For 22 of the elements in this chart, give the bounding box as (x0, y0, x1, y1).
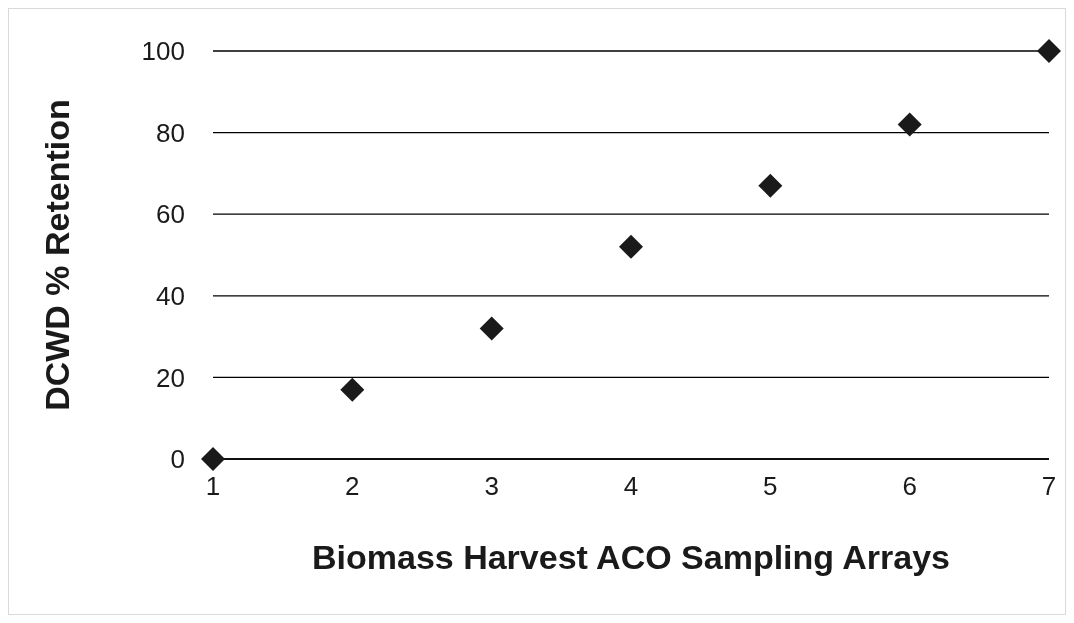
y-tick-label: 20 (156, 362, 185, 393)
point (619, 234, 643, 259)
y-tick-label: 0 (170, 444, 185, 475)
x-tick-label: 2 (345, 471, 360, 502)
x-tick-label: 4 (623, 471, 639, 502)
x-tick-label: 7 (1041, 471, 1057, 502)
y-tick-label: 80 (156, 117, 185, 148)
y-tick-label: 100 (141, 36, 185, 67)
y-tick-label: 60 (156, 199, 185, 230)
x-tick-label: 1 (205, 471, 221, 502)
x-axis-title: Biomass Harvest ACO Sampling Arrays (311, 538, 951, 576)
y-tick-label: 40 (156, 281, 185, 312)
point (897, 112, 922, 137)
point (1037, 39, 1061, 63)
point (340, 377, 365, 402)
point (479, 316, 504, 341)
point (201, 447, 225, 471)
point (758, 173, 783, 198)
x-tick-label: 5 (763, 471, 778, 502)
x-tick-label: 6 (902, 471, 917, 502)
y-axis-title: DCWD % Retention (38, 99, 77, 411)
x-tick-label: 3 (484, 471, 499, 502)
